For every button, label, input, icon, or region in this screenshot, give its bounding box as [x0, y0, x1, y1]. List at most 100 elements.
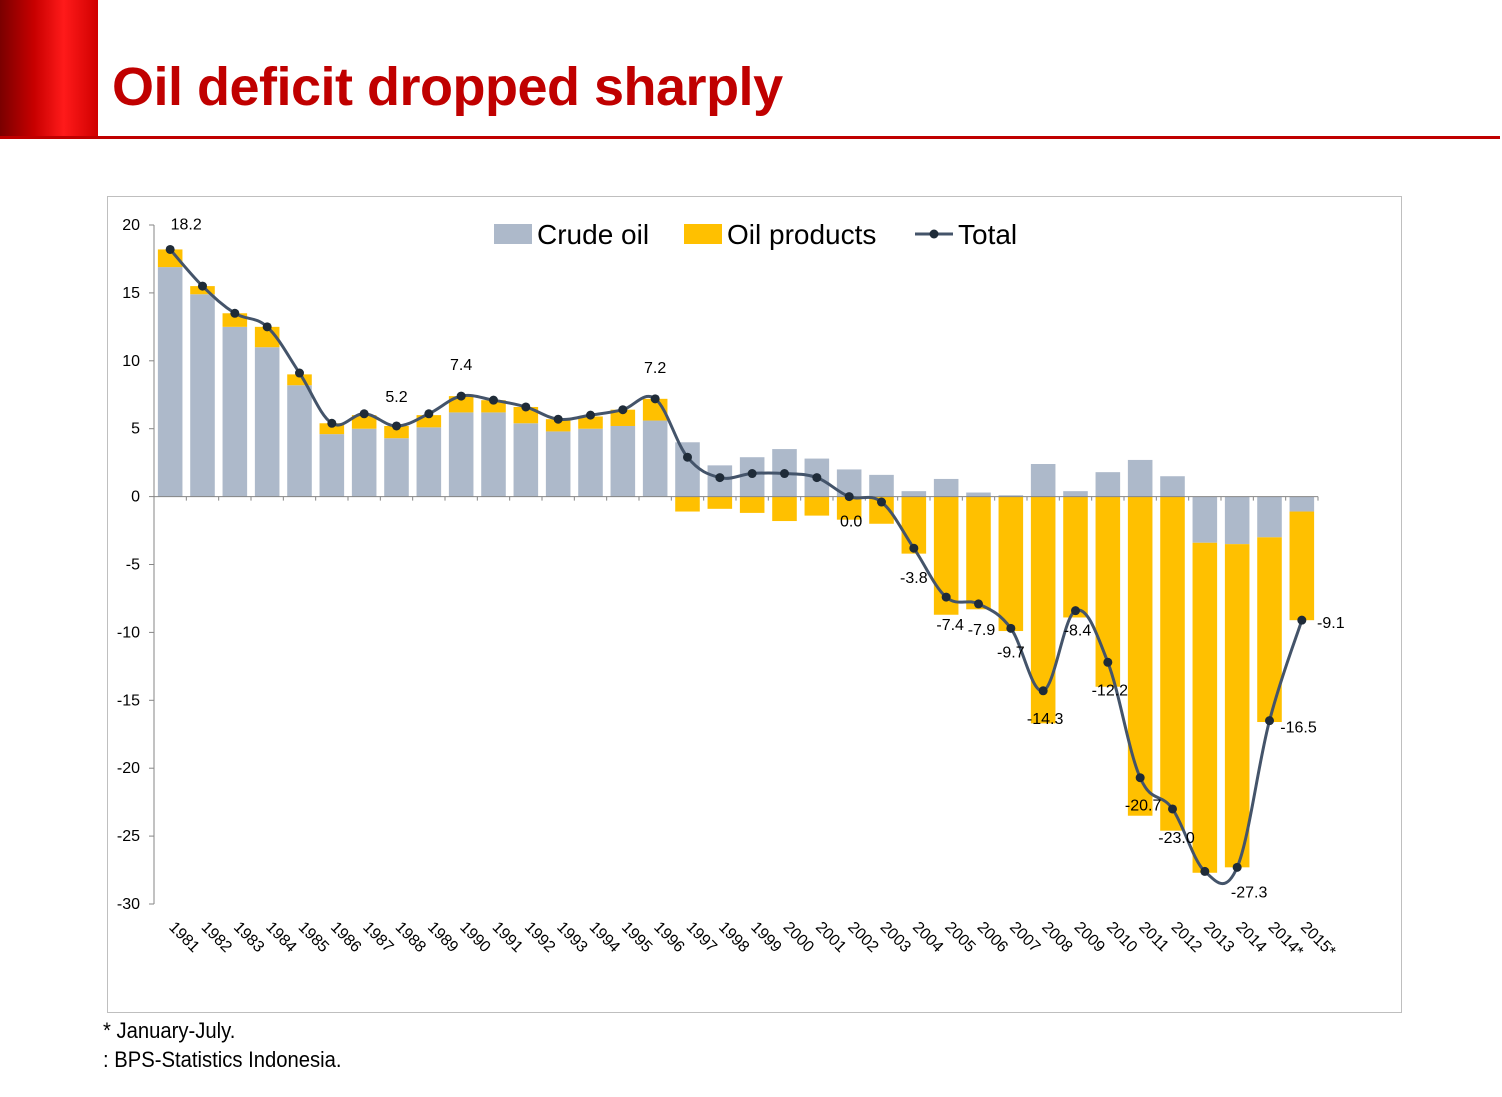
total-data-label: -23.0 [1158, 830, 1195, 847]
x-tick-label: 2011 [1135, 919, 1171, 955]
crude-oil-bar [254, 347, 280, 497]
x-tick-label: 1983 [230, 919, 267, 956]
x-tick-label: 1982 [198, 919, 235, 956]
total-point [392, 421, 401, 431]
total-data-label: 7.2 [644, 360, 666, 377]
total-data-label: 18.2 [171, 216, 202, 233]
total-point [812, 473, 822, 483]
total-data-label: 7.4 [450, 357, 472, 374]
x-tick-label: 2013 [1200, 919, 1237, 956]
crude-oil-bar [1095, 472, 1121, 497]
oil-products-bar [998, 496, 1024, 632]
y-tick-label: 15 [122, 285, 140, 302]
total-point [650, 394, 660, 404]
total-data-label: -7.9 [968, 622, 996, 639]
x-tick-label: 2004 [909, 919, 946, 956]
crude-oil-bar [675, 442, 700, 497]
total-point [586, 410, 595, 420]
total-data-label: -9.7 [997, 644, 1025, 661]
total-data-label: -7.4 [936, 617, 964, 634]
oil-products-bar [157, 249, 183, 268]
oil-products-bar [578, 416, 603, 429]
total-point [327, 418, 337, 428]
total-data-label: -20.7 [1125, 798, 1162, 815]
oil-products-bar [675, 496, 700, 512]
legend-label-oil-products: Oil products [727, 219, 876, 250]
total-data-label: -14.3 [1027, 711, 1064, 728]
total-point [295, 368, 304, 378]
crude-oil-bar [222, 326, 248, 497]
total-point [715, 473, 725, 483]
total-point [165, 244, 175, 254]
oil-products-bar [1289, 511, 1315, 621]
total-point [877, 497, 886, 507]
oil-products-bar [836, 496, 862, 520]
x-tick-label: 1996 [650, 919, 687, 956]
total-point [941, 592, 951, 602]
total-point [1071, 606, 1080, 616]
legend-marker-total [929, 229, 939, 239]
total-point [909, 543, 919, 553]
y-tick-label: 0 [131, 489, 140, 506]
total-point [1135, 773, 1145, 783]
oil-products-bar [966, 496, 991, 610]
x-tick-label: 1994 [586, 919, 623, 956]
oil-products-bar [545, 419, 571, 432]
crude-oil-bar [1289, 496, 1315, 512]
crude-oil-bar [1192, 496, 1218, 543]
total-point [1038, 686, 1048, 696]
oil-products-bar [1127, 496, 1153, 816]
x-tick-label: 2001 [812, 919, 849, 956]
footnote: * January-July. [103, 1018, 236, 1043]
crude-oil-bar [287, 385, 312, 497]
total-point [1103, 657, 1113, 667]
x-tick-label: 1993 [553, 919, 590, 956]
x-tick-label: 2005 [941, 919, 978, 956]
oil-products-bar [1095, 496, 1121, 687]
oil-products-bar [384, 425, 409, 439]
crude-oil-bar [901, 491, 927, 497]
oil-balance-chart: 20151050-5-10-15-20-25-30198119821983198… [117, 216, 1345, 961]
crude-oil-bar [157, 267, 183, 497]
total-data-label: -16.5 [1280, 720, 1317, 737]
x-tick-label: 1987 [359, 919, 396, 956]
slide-title: Oil deficit dropped sharply [112, 57, 783, 117]
total-point [424, 409, 434, 419]
total-data-label: -27.3 [1231, 884, 1268, 901]
crude-oil-bar [384, 438, 409, 497]
crude-oil-bar [416, 427, 442, 497]
oil-products-bar [772, 496, 797, 522]
crude-oil-bar [578, 428, 603, 497]
total-point [1006, 623, 1016, 633]
y-tick-label: -20 [117, 760, 140, 777]
oil-products-bar [1063, 496, 1088, 618]
crude-oil-bar [610, 425, 636, 497]
crude-oil-bar [1030, 464, 1056, 497]
total-data-label: -8.4 [1064, 623, 1092, 640]
x-tick-label: 2014 [1232, 919, 1269, 956]
total-point [780, 469, 789, 479]
total-point [747, 469, 757, 479]
x-tick-label: 2014* [1265, 919, 1307, 961]
total-point [1265, 716, 1274, 726]
oil-products-bar [448, 396, 474, 413]
total-point [456, 391, 466, 401]
crude-oil-bar [966, 492, 991, 497]
x-tick-label: 2008 [1038, 919, 1075, 956]
total-point [489, 395, 498, 405]
total-point [359, 409, 369, 419]
x-tick-label: 1981 [165, 919, 202, 956]
x-tick-label: 1985 [295, 919, 332, 956]
oil-products-bar [804, 496, 830, 516]
crude-oil-bar [998, 495, 1024, 497]
x-tick-label: 2002 [844, 919, 881, 956]
x-tick-label: 2003 [877, 919, 914, 956]
total-data-label: 5.2 [385, 389, 407, 406]
oil-products-bar [513, 406, 539, 424]
legend-swatch-oil-products [684, 224, 722, 244]
x-tick-label: 2010 [1103, 919, 1140, 956]
oil-products-bar [610, 409, 636, 426]
x-tick-label: 2012 [1168, 919, 1205, 956]
title-underline [0, 136, 1500, 139]
oil-products-bar [1224, 544, 1250, 868]
